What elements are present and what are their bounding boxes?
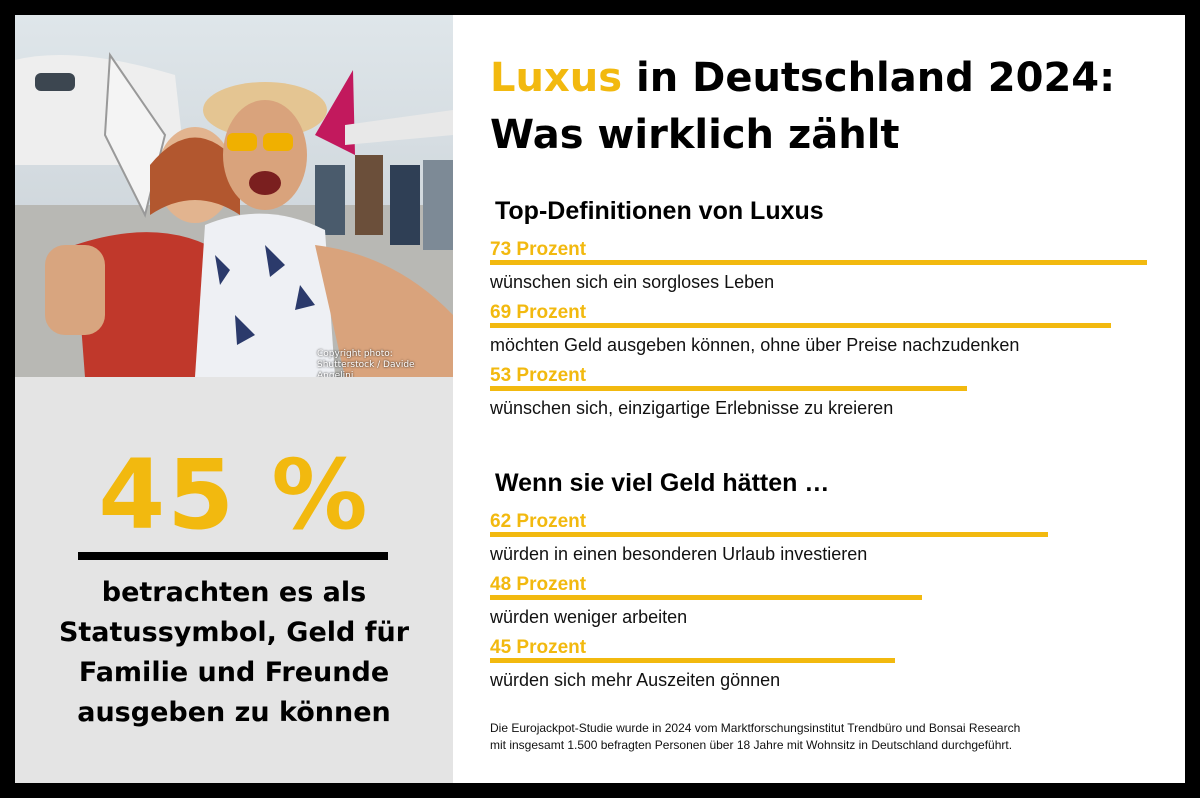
bar-category-label: wünschen sich ein sorgloses Leben xyxy=(489,272,774,292)
study-footnote: Die Eurojackpot-Studie wurde in 2024 vom… xyxy=(490,720,1170,754)
highlight-caption-line: betrachten es als xyxy=(101,577,367,608)
footnote-line-1: Die Eurojackpot-Studie wurde in 2024 vom… xyxy=(490,721,1021,735)
bar xyxy=(490,658,895,663)
copyright-line-1: Copyright photo: xyxy=(317,349,393,359)
section-heading-definitions: Top-Definitionen von Luxus xyxy=(495,197,824,225)
bar-value-label: 62 Prozent xyxy=(490,511,587,532)
highlight-percent: 45 % xyxy=(98,439,370,551)
bar-value-label: 48 Prozent xyxy=(490,574,587,595)
bar-value-label: 45 Prozent xyxy=(490,637,587,658)
highlight-caption-line: Familie und Freunde xyxy=(78,657,390,688)
bar-category-label: möchten Geld ausgeben können, ohne über … xyxy=(490,335,1019,355)
bar xyxy=(490,386,967,391)
bar-category-label: würden sich mehr Auszeiten gönnen xyxy=(489,670,780,690)
bar-value-label: 73 Prozent xyxy=(490,239,587,260)
highlight-divider xyxy=(78,552,388,560)
highlight-caption: betrachten es als Statussymbol, Geld für… xyxy=(35,573,433,733)
title-line-2: Was wirklich zählt xyxy=(490,112,900,158)
photo-copyright: Copyright photo: Shutterstock / Davide A… xyxy=(317,349,451,377)
bar xyxy=(490,532,1048,537)
bar xyxy=(490,595,922,600)
bar xyxy=(490,323,1111,328)
title-accent: Luxus xyxy=(490,55,623,101)
bar-category-label: würden in einen besonderen Urlaub invest… xyxy=(489,544,867,564)
highlight-caption-line: ausgeben zu können xyxy=(77,697,391,728)
highlight-caption-line: Statussymbol, Geld für xyxy=(58,617,410,648)
bar xyxy=(490,260,1147,265)
bar-category-label: würden weniger arbeiten xyxy=(489,607,687,627)
bar-value-label: 69 Prozent xyxy=(490,302,587,323)
photo-illustration xyxy=(15,15,453,377)
copyright-line-2: Shutterstock / Davide Angelini xyxy=(317,360,415,377)
footnote-line-2: mit insgesamt 1.500 befragten Personen ü… xyxy=(490,738,1013,752)
title-line-1: Luxus in Deutschland 2024: xyxy=(490,50,1190,107)
title-rest: in Deutschland 2024: xyxy=(636,55,1116,101)
bar-chart: 73 Prozent wünschen sich ein sorgloses Le… xyxy=(489,239,1147,690)
photo-couple-selfie: Copyright photo: Shutterstock / Davide A… xyxy=(15,15,453,377)
bar-value-label: 53 Prozent xyxy=(490,365,587,386)
page-title: Luxus in Deutschland 2024: Was wirklich … xyxy=(490,50,1190,164)
left-panel: Copyright photo: Shutterstock / Davide A… xyxy=(15,15,453,783)
bar-category-label: wünschen sich, einzigartige Erlebnisse z… xyxy=(489,398,893,418)
section-heading-money: Wenn sie viel Geld hätten … xyxy=(495,469,830,497)
